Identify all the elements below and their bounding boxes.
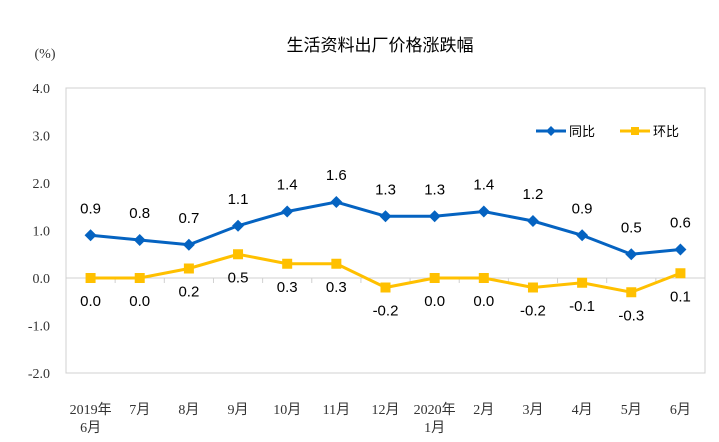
data-label: 0.0 bbox=[129, 293, 150, 310]
chart-title: 生活资料出厂价格涨跌幅 bbox=[287, 36, 474, 55]
legend-label: 同比 bbox=[569, 124, 595, 139]
data-point-marker bbox=[478, 273, 489, 283]
y-tick-label: -2.0 bbox=[28, 367, 50, 382]
data-label: 0.3 bbox=[277, 279, 298, 296]
x-tick-label: 1月 bbox=[424, 420, 445, 436]
data-point-marker bbox=[85, 273, 96, 283]
data-label: 0.7 bbox=[178, 210, 199, 227]
data-point-marker bbox=[526, 215, 539, 227]
data-label: 1.1 bbox=[228, 191, 249, 208]
x-tick-label: 3月 bbox=[522, 402, 543, 418]
data-label: 0.5 bbox=[621, 219, 642, 236]
x-tick-label: 5月 bbox=[621, 402, 642, 418]
data-point-marker bbox=[232, 219, 245, 232]
data-label: 0.0 bbox=[424, 293, 445, 310]
y-tick-label: 1.0 bbox=[33, 225, 51, 240]
data-point-marker bbox=[626, 287, 637, 298]
x-tick-label: 2月 bbox=[473, 402, 494, 418]
data-point-marker bbox=[577, 277, 588, 288]
data-label: 1.2 bbox=[523, 186, 544, 203]
data-point-marker bbox=[477, 205, 490, 218]
legend-label: 环比 bbox=[653, 124, 679, 139]
data-point-marker bbox=[233, 249, 244, 260]
y-tick-label: -1.0 bbox=[28, 320, 50, 335]
data-point-marker bbox=[282, 258, 293, 269]
data-label: 0.6 bbox=[670, 215, 691, 232]
y-tick-label: 4.0 bbox=[33, 82, 51, 97]
x-tick-label: 6月 bbox=[670, 402, 691, 418]
data-label: -0.2 bbox=[373, 303, 399, 320]
data-point-marker bbox=[281, 205, 294, 218]
data-label: 1.4 bbox=[277, 177, 298, 194]
data-label: 1.4 bbox=[473, 177, 494, 194]
y-tick-label: 3.0 bbox=[33, 130, 51, 145]
x-tick-label: 2020年 bbox=[414, 402, 456, 418]
data-point-marker bbox=[133, 234, 146, 246]
data-label: 0.0 bbox=[80, 293, 101, 310]
data-label: -0.1 bbox=[569, 298, 595, 315]
data-point-marker bbox=[330, 196, 343, 208]
y-tick-label: 2.0 bbox=[33, 177, 51, 192]
data-point-marker bbox=[134, 273, 145, 283]
data-point-marker bbox=[675, 268, 686, 279]
data-point-marker bbox=[183, 263, 194, 274]
y-axis-label: (%) bbox=[35, 47, 56, 62]
data-point-marker bbox=[331, 258, 342, 269]
legend-marker bbox=[631, 127, 639, 135]
data-label: 0.3 bbox=[326, 279, 347, 296]
data-point-marker bbox=[625, 248, 638, 261]
data-point-marker bbox=[84, 229, 97, 242]
data-point-marker bbox=[576, 229, 589, 242]
data-label: 1.3 bbox=[375, 181, 396, 198]
data-label: 0.9 bbox=[572, 200, 593, 217]
y-tick-label: 0.0 bbox=[33, 272, 51, 287]
data-point-marker bbox=[182, 238, 195, 251]
data-label: 1.3 bbox=[424, 181, 445, 198]
legend-marker bbox=[546, 126, 556, 136]
data-point-marker bbox=[429, 273, 440, 283]
x-tick-label: 11月 bbox=[323, 402, 350, 418]
data-label: 0.5 bbox=[228, 269, 249, 286]
data-point-marker bbox=[527, 282, 538, 293]
data-label: -0.2 bbox=[520, 303, 546, 320]
data-label: 0.0 bbox=[473, 293, 494, 310]
data-point-marker bbox=[674, 243, 687, 256]
x-tick-label: 9月 bbox=[228, 402, 249, 418]
data-label: -0.3 bbox=[618, 307, 644, 324]
data-point-marker bbox=[379, 210, 392, 223]
x-tick-label: 6月 bbox=[80, 420, 101, 436]
x-tick-label: 8月 bbox=[178, 402, 199, 418]
data-label: 0.2 bbox=[178, 284, 199, 301]
x-tick-label: 10月 bbox=[273, 402, 301, 418]
data-point-marker bbox=[380, 282, 391, 293]
data-label: 0.8 bbox=[129, 205, 150, 222]
x-tick-label: 2019年 bbox=[70, 402, 112, 418]
data-label: 0.1 bbox=[670, 288, 691, 305]
data-label: 1.6 bbox=[326, 167, 347, 184]
x-tick-label: 4月 bbox=[572, 402, 593, 418]
plot-frame bbox=[65, 87, 706, 374]
data-label: 0.9 bbox=[80, 200, 101, 217]
x-tick-label: 7月 bbox=[129, 402, 150, 418]
data-point-marker bbox=[428, 210, 441, 223]
x-tick-label: 12月 bbox=[372, 402, 400, 418]
